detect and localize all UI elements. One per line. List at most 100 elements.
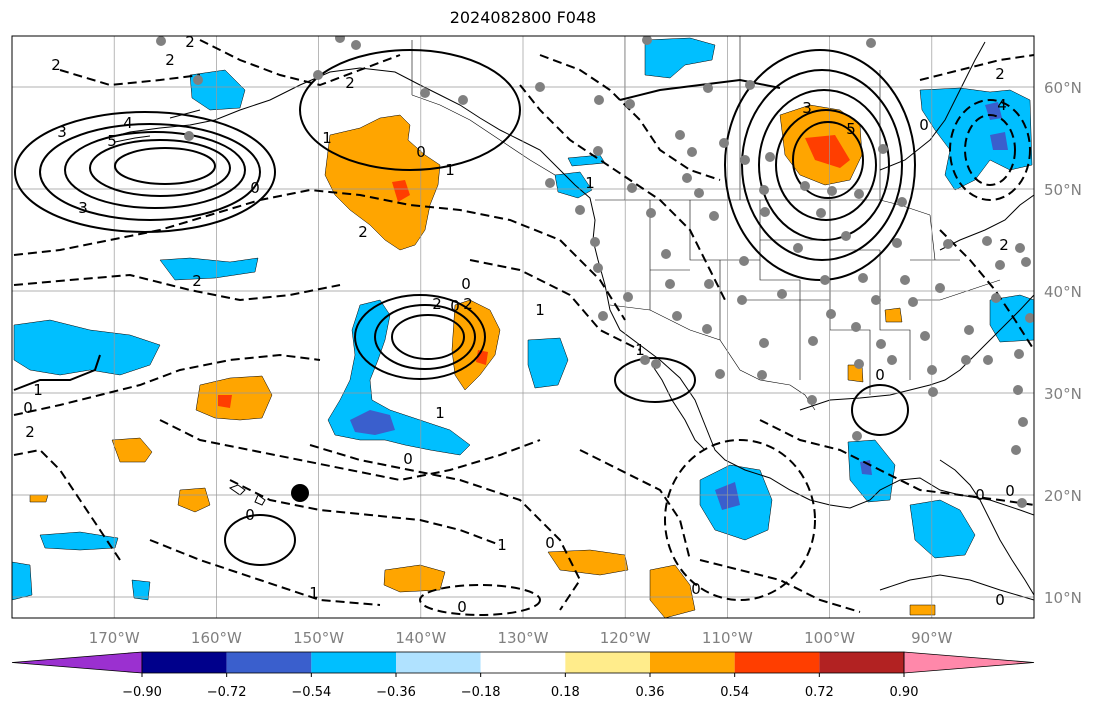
shading-layer — [12, 37, 1034, 618]
colorbar-outline — [141, 651, 905, 674]
lon-tick-label: 160°W — [191, 629, 242, 647]
contour-label: 0 — [1005, 482, 1015, 500]
shade-blue-west-pacific — [13, 319, 161, 376]
contour-label: 1 — [635, 341, 645, 359]
colorbar-extend-low — [11, 651, 143, 674]
shade-orange-e — [649, 564, 696, 618]
contour-label: 3 — [78, 199, 88, 217]
lon-tick-label: 120°W — [600, 629, 651, 647]
shade-blue-caribbean — [909, 499, 976, 559]
shade-orange-small-c — [29, 494, 49, 503]
contour-label: 0 — [995, 591, 1005, 609]
contour-label: 2 — [192, 272, 202, 290]
contour-label: 0 — [691, 580, 701, 598]
shade-darkblue-hudson — [985, 102, 1008, 150]
contour-label: 0 — [23, 399, 33, 417]
colorbar-tick-label: −0.36 — [376, 685, 416, 700]
contour-label: 2 — [25, 423, 35, 441]
shade-blue-yukon — [644, 37, 716, 79]
colorbar-segment — [226, 652, 312, 673]
lon-tick-label: 150°W — [293, 629, 344, 647]
lat-tick-label: 50°N — [1044, 181, 1082, 199]
lon-tick-label: 110°W — [702, 629, 753, 647]
shade-orange-a — [111, 437, 153, 463]
longitude-labels: 170°W 160°W 150°W 140°W 130°W 120°W 110°W 100°W… — [89, 629, 953, 647]
shade-blue-c — [131, 579, 151, 601]
contour-label: 0 — [250, 179, 260, 197]
contour-label: 5 — [107, 132, 117, 150]
shade-red-hawaii-n — [218, 395, 232, 408]
contour-label: 0 — [919, 116, 929, 134]
contour-label: 2 — [185, 33, 195, 51]
shade-orange-gulf — [324, 114, 441, 251]
colorbar-tick-label: 0.72 — [805, 685, 834, 700]
colorbar-tick-label: 0.18 — [551, 685, 580, 700]
colorbar-segment — [819, 652, 904, 673]
contour-label: 0 — [403, 450, 413, 468]
colorbar-segment — [734, 652, 820, 673]
lon-tick-label: 170°W — [89, 629, 140, 647]
contour-label: 0 — [450, 297, 460, 315]
colorbar-segment — [650, 652, 735, 673]
shade-orange-c — [383, 564, 446, 593]
contour-label: 2 — [432, 295, 442, 313]
latitude-labels: 60°N 50°N 40°N 30°N 20°N 10°N — [1044, 79, 1082, 607]
colorbar-tick-label: −0.54 — [291, 685, 331, 700]
contour-label: 1 — [309, 584, 319, 602]
negative-contours — [13, 39, 1034, 616]
colorbar-tick-label: 0.90 — [890, 685, 919, 700]
contour-label: 0 — [457, 598, 467, 616]
contour-label: 2 — [51, 56, 61, 74]
shade-orange-hawaii-n — [195, 375, 273, 421]
lon-tick-label: 130°W — [498, 629, 549, 647]
contour-label: 2 — [999, 236, 1009, 254]
colorbar-tick-label: 0.36 — [636, 685, 665, 700]
contour-label: 2 — [358, 223, 368, 241]
lat-tick-label: 60°N — [1044, 79, 1082, 97]
map-title: 2024082800 F048 — [449, 8, 597, 27]
shade-blue-corner-sw — [12, 561, 33, 601]
contour-label: 4 — [997, 96, 1007, 114]
contour-label: 3 — [57, 123, 67, 141]
shade-orange-b — [177, 487, 211, 513]
colorbar-segment — [565, 652, 650, 673]
coastlines — [99, 41, 1034, 601]
shade-orange-d — [547, 549, 629, 576]
colorbar-tick-label: −0.18 — [461, 685, 501, 700]
contour-label: 0 — [975, 486, 985, 504]
colorbar: −0.90 −0.72 −0.54 −0.36 −0.18 0.18 0.36 0.54 0.7… — [11, 651, 1035, 700]
lat-tick-label: 20°N — [1044, 487, 1082, 505]
colorbar-segment — [396, 652, 481, 673]
contour-label: 2 — [463, 295, 473, 313]
shade-blue-baja — [527, 337, 569, 389]
station-markers — [156, 36, 1034, 508]
contour-label: 0 — [245, 506, 255, 524]
colorbar-segment — [480, 652, 566, 673]
colorbar-extend-high — [903, 651, 1035, 674]
shade-darkblue-mid — [350, 410, 395, 435]
lat-tick-label: 30°N — [1044, 385, 1082, 403]
contour-label: 5 — [846, 120, 856, 138]
contour-label: 0 — [461, 275, 471, 293]
lon-tick-label: 90°W — [911, 629, 953, 647]
shade-orange-f — [909, 604, 936, 616]
lon-tick-label: 140°W — [395, 629, 446, 647]
contour-label: 3 — [802, 99, 812, 117]
colorbar-segment — [311, 652, 396, 673]
shade-blue-sw — [39, 531, 119, 551]
contour-label: 1 — [33, 381, 43, 399]
colorbar-segment — [142, 652, 227, 673]
colorbar-tick-label: −0.72 — [207, 685, 247, 700]
shade-blue-gulf-mex — [847, 439, 896, 503]
contour-label: 0 — [875, 366, 885, 384]
colorbar-tick-label: −0.90 — [122, 685, 162, 700]
contour-label: 1 — [497, 536, 507, 554]
contour-label: 1 — [535, 301, 545, 319]
contour-label: 1 — [445, 161, 455, 179]
shade-blue-alaska — [189, 69, 246, 111]
contour-label: 0 — [416, 143, 426, 161]
hawaii-marker — [291, 484, 309, 502]
shade-red-canada — [805, 135, 850, 168]
map-frame — [11, 35, 1035, 619]
